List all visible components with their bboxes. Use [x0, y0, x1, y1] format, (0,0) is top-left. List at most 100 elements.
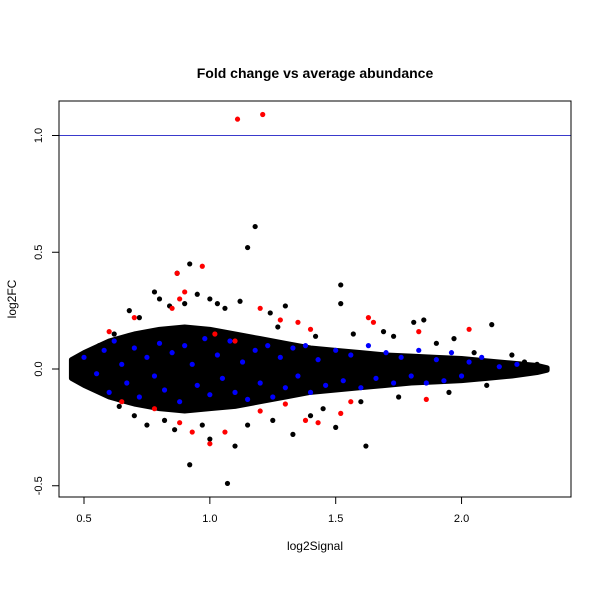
- point-blue: [214, 352, 221, 358]
- series-red: [106, 111, 472, 447]
- point-red: [232, 338, 238, 344]
- x-axis-label: log2Signal: [287, 539, 343, 553]
- point-black: [411, 319, 417, 325]
- point-blue: [315, 357, 321, 363]
- point-blue: [290, 345, 296, 351]
- y-tick-label: 1.0: [33, 128, 45, 143]
- point-red: [169, 305, 175, 311]
- point-blue: [295, 373, 301, 379]
- point-blue: [252, 347, 258, 353]
- y-tick-label: 0.5: [33, 245, 45, 260]
- point-blue: [270, 394, 276, 400]
- point-blue: [101, 347, 107, 353]
- point-black: [275, 324, 281, 330]
- point-blue: [119, 361, 125, 367]
- point-blue: [169, 350, 175, 356]
- point-red: [182, 289, 188, 295]
- point-blue: [416, 347, 422, 353]
- point-black: [358, 399, 364, 405]
- point-black: [151, 289, 158, 295]
- point-red: [131, 315, 137, 321]
- point-black: [489, 322, 495, 328]
- point-red: [174, 270, 180, 276]
- point-blue: [194, 382, 200, 388]
- point-red: [302, 417, 309, 423]
- point-blue: [239, 359, 246, 365]
- point-blue: [458, 373, 465, 379]
- point-black: [484, 382, 490, 388]
- point-blue: [373, 375, 379, 381]
- point-black: [312, 333, 319, 339]
- point-blue: [93, 371, 100, 377]
- point-blue: [340, 378, 346, 384]
- point-black: [421, 317, 427, 323]
- x-tick-label: 1.0: [202, 513, 217, 525]
- point-red: [370, 319, 377, 325]
- x-tick-label: 1.5: [328, 513, 343, 525]
- point-black: [433, 340, 439, 346]
- point-red: [307, 326, 314, 332]
- point-red: [295, 319, 301, 325]
- point-blue: [219, 375, 226, 381]
- point-red: [338, 410, 344, 416]
- point-black: [338, 282, 344, 288]
- point-red: [257, 305, 263, 311]
- point-red: [177, 296, 183, 302]
- point-red: [222, 429, 228, 435]
- point-black: [509, 352, 515, 358]
- point-blue: [202, 336, 208, 342]
- point-black: [207, 436, 213, 442]
- point-blue: [398, 354, 404, 360]
- series-blue: [81, 336, 520, 405]
- point-black: [245, 422, 251, 428]
- point-black: [396, 394, 402, 400]
- point-red: [466, 326, 472, 332]
- point-red: [189, 429, 195, 435]
- point-blue: [423, 380, 429, 386]
- x-tick-label: 0.5: [76, 513, 91, 525]
- point-blue: [307, 389, 314, 395]
- point-blue: [302, 343, 309, 349]
- point-red: [423, 396, 429, 402]
- point-black: [222, 305, 228, 311]
- point-black: [237, 298, 243, 304]
- point-red: [416, 329, 422, 335]
- plot-area: [59, 111, 571, 487]
- point-blue: [479, 354, 485, 360]
- x-tick-label: 2.0: [454, 513, 469, 525]
- point-blue: [111, 338, 117, 344]
- point-black: [187, 462, 193, 468]
- point-red: [260, 111, 266, 118]
- point-red: [348, 399, 354, 405]
- point-blue: [124, 380, 130, 386]
- point-black: [131, 413, 137, 419]
- point-red: [106, 329, 112, 335]
- point-red: [234, 116, 241, 122]
- point-blue: [333, 347, 339, 353]
- point-black: [307, 413, 314, 419]
- point-black: [136, 315, 142, 321]
- point-black: [333, 424, 339, 430]
- point-blue: [207, 392, 213, 398]
- point-red: [119, 399, 125, 405]
- point-blue: [433, 357, 439, 363]
- point-blue: [161, 387, 168, 393]
- point-blue: [182, 343, 188, 349]
- point-blue: [496, 364, 502, 370]
- point-blue: [106, 389, 112, 395]
- x-axis: 0.5 1.0 1.5 2.0: [76, 496, 469, 525]
- point-black: [126, 308, 132, 314]
- point-black: [194, 291, 200, 297]
- point-black: [245, 244, 251, 251]
- point-black: [199, 422, 205, 428]
- point-blue: [136, 394, 142, 400]
- point-blue: [131, 345, 137, 351]
- point-black: [116, 403, 122, 409]
- point-blue: [156, 340, 163, 346]
- point-red: [315, 420, 321, 426]
- point-black: [380, 329, 387, 335]
- point-black: [267, 310, 273, 316]
- point-blue: [323, 382, 329, 388]
- point-blue: [365, 343, 372, 349]
- point-blue: [177, 399, 183, 405]
